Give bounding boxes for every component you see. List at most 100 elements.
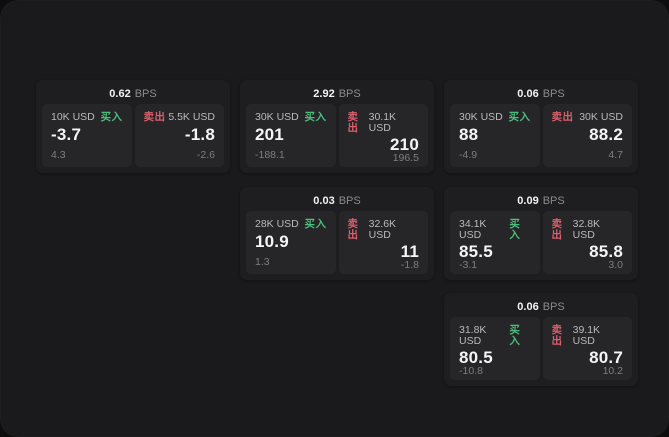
sell-sub-value: 10.2 [602,365,623,377]
sell-size: 32.6K USD [368,218,397,241]
spread-value: 0.06 [517,88,539,100]
quote-panes: 28K USD 买入 10.9 1.3 卖出 32.6K USD 11 -1.8 [246,211,428,274]
quote-card: 0.62 BPS 10K USD 买入 -3.7 4.3 卖出 5.5K USD… [36,80,230,173]
buy-size: 34.1K USD [459,218,487,241]
sell-price: -1.8 [184,124,215,144]
buy-sub-value: 4.3 [51,148,66,161]
sell-size: 5.5K USD [168,111,215,123]
buy-size: 30K USD [255,111,299,123]
sell-price: 80.7 [589,348,623,367]
buy-size: 10K USD [51,111,95,123]
sell-pane-top: 卖出 39.1K USD [552,325,624,346]
spread-header: 0.62 BPS [42,85,224,104]
buy-sub-value: -188.1 [255,148,285,161]
sell-pane[interactable]: 卖出 30.1K USD 210 196.5 [338,104,428,167]
buy-sub-value: 1.3 [255,255,270,268]
quote-card: 0.09 BPS 34.1K USD 买入 85.5 -3.1 卖出 32.8K… [444,187,638,280]
spread-unit-label: BPS [134,88,157,100]
sell-size: 30.1K USD [368,111,397,134]
sell-price: 88.2 [589,124,623,144]
buy-price: 88 [459,124,479,144]
buy-price: 85.5 [459,242,493,261]
spread-value: 0.03 [313,195,335,207]
buy-pane[interactable]: 31.8K USD 买入 80.5 -10.8 [450,317,540,380]
sell-sub-value: -2.6 [196,148,215,161]
sell-size: 32.8K USD [572,218,601,241]
quote-card: 2.92 BPS 30K USD 买入 201 -188.1 卖出 30.1K … [240,80,434,173]
quote-panes: 34.1K USD 买入 85.5 -3.1 卖出 32.8K USD 85.8… [450,211,632,274]
quote-panes: 10K USD 买入 -3.7 4.3 卖出 5.5K USD -1.8 -2.… [42,104,224,167]
buy-size: 30K USD [459,111,503,123]
spread-header: 2.92 BPS [246,85,428,104]
sell-pane[interactable]: 卖出 30K USD 88.2 4.7 [542,104,632,167]
buy-tag: 买入 [509,324,521,347]
quote-card: 0.06 BPS 31.8K USD 买入 80.5 -10.8 卖出 39.1… [444,293,638,386]
sell-pane-top: 卖出 30K USD [552,112,624,123]
spread-header: 0.09 BPS [450,192,632,211]
buy-pane-top: 10K USD 买入 [51,112,123,123]
sell-price: 210 [390,135,419,154]
buy-pane[interactable]: 30K USD 买入 201 -188.1 [246,104,336,167]
sell-sub-value: 3.0 [608,259,623,271]
sell-tag: 卖出 [551,324,563,347]
quote-card: 0.06 BPS 30K USD 买入 88 -4.9 卖出 30K USD 8… [444,80,638,173]
quote-card: 0.03 BPS 28K USD 买入 10.9 1.3 卖出 32.6K US… [240,187,434,280]
spread-unit-label: BPS [542,88,565,100]
buy-price: 80.5 [459,348,493,367]
sell-sub-value: 4.7 [608,148,623,161]
sell-tag: 卖出 [143,111,166,123]
spread-value: 0.09 [517,195,539,207]
sell-pane-top: 卖出 32.8K USD [552,219,624,240]
buy-tag: 买入 [509,218,521,241]
buy-price: 10.9 [255,231,289,251]
sell-price: 85.8 [589,242,623,261]
sell-pane-top: 卖出 32.6K USD [348,219,420,240]
sell-pane[interactable]: 卖出 32.6K USD 11 -1.8 [338,211,428,274]
spread-header: 0.06 BPS [450,85,632,104]
buy-pane[interactable]: 34.1K USD 买入 85.5 -3.1 [450,211,540,274]
spread-unit-label: BPS [542,195,565,207]
quote-panes: 31.8K USD 买入 80.5 -10.8 卖出 39.1K USD 80.… [450,317,632,380]
buy-tag: 买入 [508,111,531,123]
spread-header: 0.06 BPS [450,298,632,317]
buy-pane-top: 31.8K USD 买入 [459,325,531,346]
sell-pane[interactable]: 卖出 39.1K USD 80.7 10.2 [542,317,632,380]
sell-price: 11 [400,242,419,261]
quote-panes: 30K USD 买入 201 -188.1 卖出 30.1K USD 210 1… [246,104,428,167]
buy-price: -3.7 [51,124,82,144]
buy-pane[interactable]: 30K USD 买入 88 -4.9 [450,104,540,167]
spread-unit-label: BPS [338,88,361,100]
buy-pane[interactable]: 10K USD 买入 -3.7 4.3 [42,104,132,167]
sell-sub-value: -1.8 [400,259,419,271]
sell-tag: 卖出 [551,111,574,123]
sell-pane[interactable]: 卖出 5.5K USD -1.8 -2.6 [134,104,224,167]
buy-pane-top: 30K USD 买入 [255,112,327,123]
spread-value: 0.62 [109,88,131,100]
buy-price: 201 [255,124,284,144]
buy-pane-top: 30K USD 买入 [459,112,531,123]
buy-pane[interactable]: 28K USD 买入 10.9 1.3 [246,211,336,274]
sell-pane-top: 卖出 5.5K USD [144,112,216,123]
sell-pane[interactable]: 卖出 32.8K USD 85.8 3.0 [542,211,632,274]
buy-tag: 买入 [100,111,123,123]
buy-pane-top: 28K USD 买入 [255,219,327,230]
buy-sub-value: -10.8 [459,365,483,377]
buy-pane-top: 34.1K USD 买入 [459,219,531,240]
spread-header: 0.03 BPS [246,192,428,211]
sell-size: 30K USD [579,111,623,123]
quote-panes: 30K USD 买入 88 -4.9 卖出 30K USD 88.2 4.7 [450,104,632,167]
sell-size: 39.1K USD [572,324,601,347]
sell-sub-value: 196.5 [392,152,419,164]
spread-unit-label: BPS [542,301,565,313]
buy-sub-value: -4.9 [459,148,478,161]
sell-tag: 卖出 [347,111,359,134]
sell-pane-top: 卖出 30.1K USD [348,112,420,133]
sell-tag: 卖出 [347,218,359,241]
spread-value: 0.06 [517,301,539,313]
spread-unit-label: BPS [338,195,361,207]
buy-size: 28K USD [255,218,299,230]
buy-sub-value: -3.1 [459,259,478,271]
buy-tag: 买入 [304,218,327,230]
